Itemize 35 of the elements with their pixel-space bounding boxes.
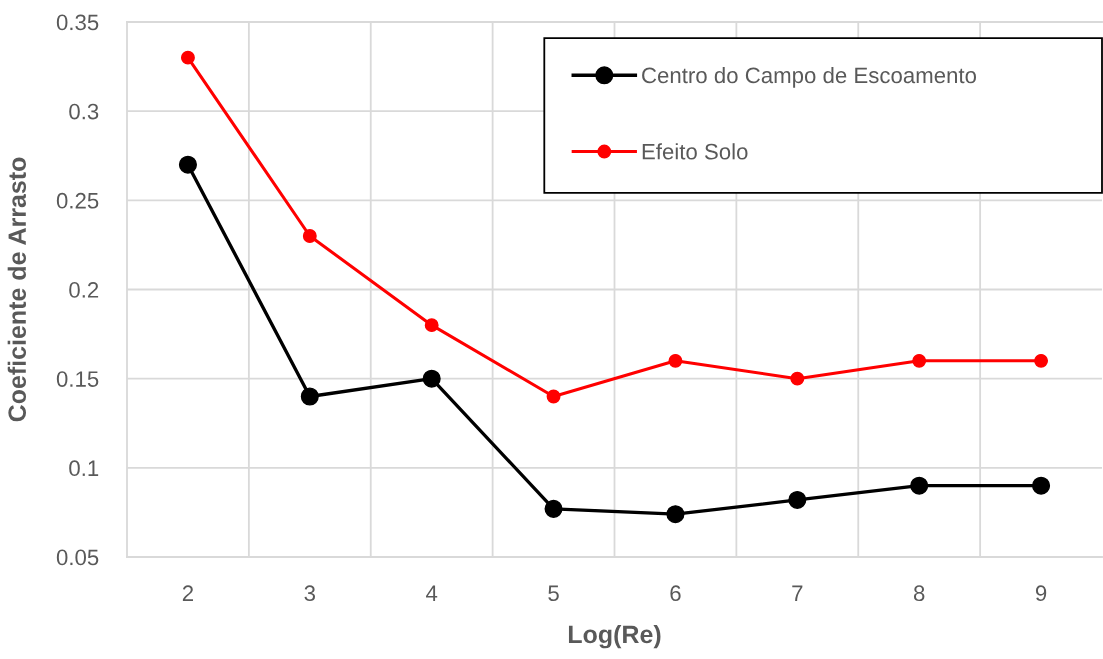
y-axis-title: Coeficiente de Arrasto bbox=[7, 157, 27, 422]
point bbox=[790, 371, 805, 386]
y-tick-label: 0.35 bbox=[56, 14, 99, 31]
x-tick-label: 9 bbox=[1035, 585, 1047, 602]
point bbox=[668, 353, 683, 368]
y-tick-label: 0.2 bbox=[69, 282, 99, 298]
y-tick-label: 0.1 bbox=[69, 460, 99, 477]
x-tick-label: 3 bbox=[304, 585, 316, 602]
y-tick-label: 0.3 bbox=[69, 103, 99, 120]
legend-label: Centro do Campo de Escoamento bbox=[642, 66, 977, 88]
point bbox=[300, 387, 319, 406]
x-tick-label: 8 bbox=[913, 585, 925, 602]
point bbox=[422, 369, 441, 388]
point bbox=[302, 229, 317, 243]
point bbox=[180, 50, 195, 65]
x-tick-label: 7 bbox=[792, 585, 803, 601]
point bbox=[178, 155, 197, 174]
point bbox=[1034, 353, 1049, 368]
x-tick-label: 2 bbox=[182, 585, 193, 601]
legend-label: Efeito Solo bbox=[642, 143, 748, 160]
point bbox=[666, 505, 685, 524]
x-tick-label: 6 bbox=[670, 585, 681, 602]
x-tick-label: 5 bbox=[548, 585, 559, 602]
y-tick-label: 0.25 bbox=[56, 192, 99, 209]
point bbox=[544, 499, 563, 518]
point bbox=[424, 318, 439, 333]
point bbox=[788, 490, 807, 509]
x-tick-label: 4 bbox=[426, 585, 438, 601]
y-tick-label: 0.05 bbox=[56, 549, 99, 566]
x-axis-title: Log(Re) bbox=[568, 624, 661, 649]
point bbox=[1032, 476, 1051, 495]
point bbox=[912, 353, 927, 368]
y-tick-label: 0.15 bbox=[56, 371, 99, 387]
point bbox=[910, 476, 929, 495]
point bbox=[546, 389, 561, 404]
